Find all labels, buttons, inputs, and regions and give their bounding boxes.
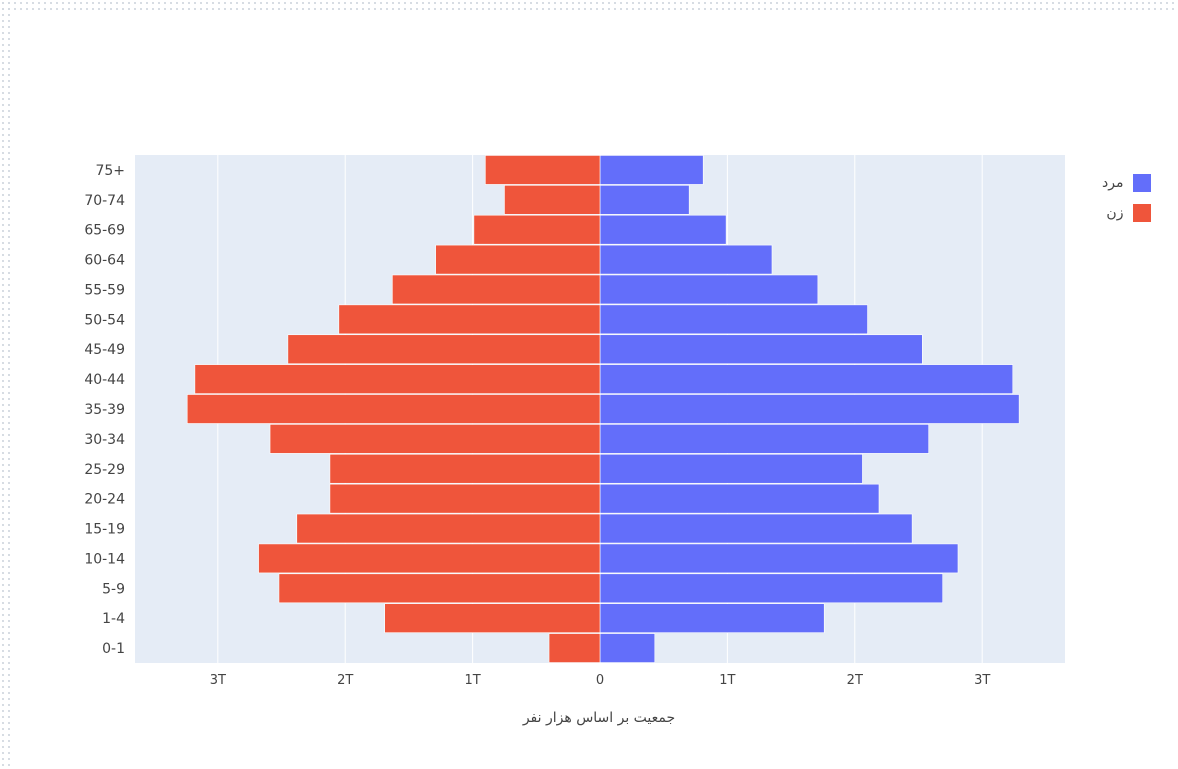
male-bar-55-59[interactable] <box>599 274 819 305</box>
y-tick-label: 40-44 <box>84 372 125 388</box>
female-bar-25-29[interactable] <box>329 453 601 484</box>
x-tick-label: 1T <box>464 673 480 688</box>
x-tick-label: 2T <box>337 673 353 688</box>
y-tick-label: 55-59 <box>84 282 125 298</box>
y-tick-label: 60-64 <box>84 253 125 269</box>
dotted-frame-left <box>0 0 14 769</box>
male-bar-20-24[interactable] <box>599 483 880 514</box>
legend-swatch-female <box>1133 204 1152 222</box>
y-tick-label: 25-29 <box>84 462 125 478</box>
male-bar-0-1[interactable] <box>599 633 656 663</box>
y-tick-label: 1-4 <box>102 611 125 627</box>
female-bar-0-1[interactable] <box>548 633 601 663</box>
female-bar-70-74[interactable] <box>504 185 601 215</box>
female-bar-65-69[interactable] <box>473 214 601 245</box>
legend-item-male[interactable]: مرد <box>1102 168 1152 198</box>
female-bar-20-24[interactable] <box>329 483 601 514</box>
male-bar-15-19[interactable] <box>599 513 913 544</box>
x-tick-label: 3T <box>210 673 226 688</box>
x-tick-label: 0 <box>596 673 604 688</box>
legend: مرد زن <box>1102 168 1152 228</box>
male-bar-35-39[interactable] <box>599 394 1020 424</box>
female-bar-50-54[interactable] <box>338 304 601 335</box>
female-bar-35-39[interactable] <box>186 394 601 424</box>
x-tick-label: 3T <box>974 673 990 688</box>
legend-item-female[interactable]: زن <box>1102 198 1152 228</box>
female-bar-60-64[interactable] <box>435 244 601 275</box>
y-tick-label: 30-34 <box>84 432 125 448</box>
male-bar-50-54[interactable] <box>599 304 868 335</box>
x-tick-label: 1T <box>719 673 735 688</box>
male-bar-10-14[interactable] <box>599 543 959 574</box>
x-tick-label: 2T <box>847 673 863 688</box>
x-axis-title: جمعیت بر اساس هزار نفر <box>522 710 675 726</box>
female-bar-40-44[interactable] <box>194 364 601 394</box>
y-tick-label: 35-39 <box>84 402 125 418</box>
male-bar-5-9[interactable] <box>599 573 943 604</box>
female-bar-55-59[interactable] <box>392 274 601 305</box>
y-tick-label: 5-9 <box>102 581 125 597</box>
male-bar-1-4[interactable] <box>599 603 825 633</box>
y-tick-label: 70-74 <box>84 193 125 209</box>
male-bar-75+[interactable] <box>599 155 704 185</box>
male-bar-45-49[interactable] <box>599 334 923 365</box>
female-bar-5-9[interactable] <box>278 573 601 604</box>
male-bar-70-74[interactable] <box>599 185 690 215</box>
y-tick-label: 65-69 <box>84 223 125 239</box>
male-bar-60-64[interactable] <box>599 244 773 275</box>
y-tick-label: 10-14 <box>84 551 125 567</box>
y-tick-label: 50-54 <box>84 312 125 328</box>
y-tick-label: 45-49 <box>84 342 125 358</box>
y-tick-label: 75+ <box>95 163 125 179</box>
y-tick-label: 20-24 <box>84 492 125 508</box>
female-bar-1-4[interactable] <box>384 603 601 633</box>
y-tick-label: 0-1 <box>102 641 125 657</box>
male-bar-40-44[interactable] <box>599 364 1014 394</box>
female-bar-10-14[interactable] <box>258 543 601 574</box>
dotted-frame-top <box>0 0 1178 14</box>
female-bar-75+[interactable] <box>485 155 601 185</box>
legend-label-male: مرد <box>1102 175 1124 191</box>
female-bar-45-49[interactable] <box>287 334 601 365</box>
y-tick-label: 15-19 <box>84 522 125 538</box>
female-bar-15-19[interactable] <box>296 513 601 544</box>
legend-label-female: زن <box>1106 205 1124 221</box>
male-bar-25-29[interactable] <box>599 453 863 484</box>
legend-swatch-male <box>1133 174 1152 192</box>
female-bar-30-34[interactable] <box>269 424 601 454</box>
male-bar-65-69[interactable] <box>599 214 727 245</box>
male-bar-30-34[interactable] <box>599 424 929 454</box>
